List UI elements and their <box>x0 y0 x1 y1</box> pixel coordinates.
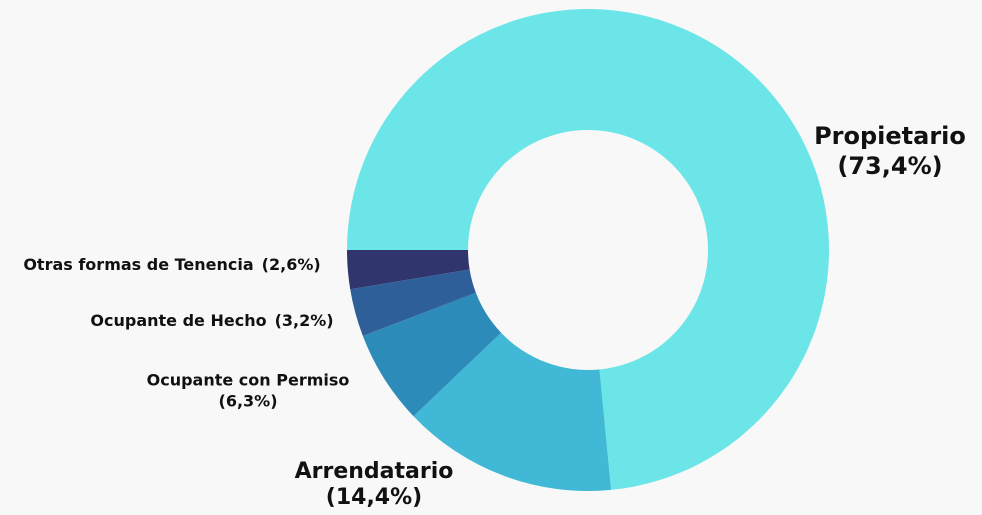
slice <box>347 9 829 490</box>
slice-label: Ocupante de Hecho (3,2%) <box>90 311 333 330</box>
slice <box>350 269 476 336</box>
category-label: Ocupante con Permiso <box>147 371 350 390</box>
slice <box>413 332 612 492</box>
value-label: (14,4%) <box>326 485 422 510</box>
value-label: (2,6%) <box>262 255 321 274</box>
slice <box>362 292 502 417</box>
category-label: Propietario <box>814 122 966 150</box>
slice <box>347 250 470 290</box>
slice-label: Otras formas de Tenencia (2,6%) <box>23 255 320 274</box>
category-label: Arrendatario <box>295 459 454 484</box>
value-label: (73,4%) <box>837 152 942 180</box>
value-label: (3,2%) <box>275 311 334 330</box>
category-label: Otras formas de Tenencia <box>23 255 253 274</box>
value-label: (6,3%) <box>219 392 278 411</box>
category-label: Ocupante de Hecho <box>90 311 266 330</box>
